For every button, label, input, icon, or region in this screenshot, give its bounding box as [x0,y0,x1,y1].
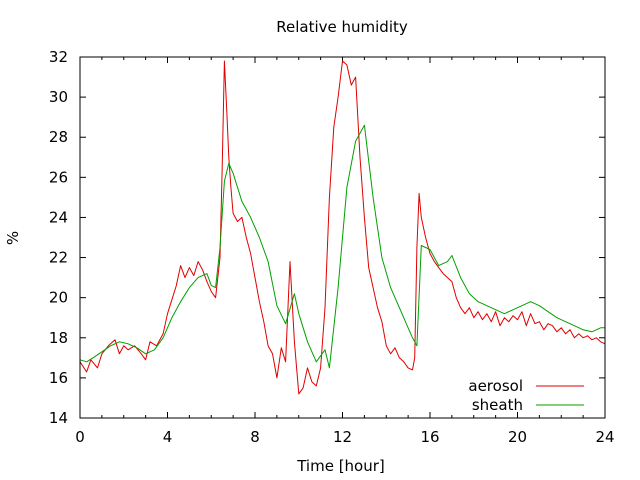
y-tick-label: 26 [49,168,68,186]
x-tick-label: 16 [420,428,439,446]
y-tick-label: 16 [49,369,68,387]
x-tick-label: 4 [163,428,173,446]
y-tick-label: 24 [49,208,68,226]
y-tick-label: 14 [49,409,68,427]
x-tick-label: 0 [75,428,85,446]
y-tick-label: 30 [49,88,68,106]
x-tick-label: 20 [508,428,527,446]
x-tick-label: 8 [250,428,260,446]
y-tick-label: 20 [49,289,68,307]
y-axis-label: % [4,231,22,245]
series-line-sheath [79,124,605,369]
y-tick-label: 18 [49,329,68,347]
series-line-aerosol [79,60,606,395]
legend-label-sheath: sheath [472,396,523,414]
legend-label-aerosol: aerosol [468,377,523,395]
series-layer [79,60,606,395]
y-tick-label: 22 [49,249,68,267]
x-tick-label: 24 [595,428,614,446]
plot-frame [79,56,606,419]
chart-title: Relative humidity [276,18,408,36]
y-tick-label: 28 [49,128,68,146]
ticks-layer: 0 4 8 12 16 20 24 14 16 18 20 22 24 26 28 30 32 [49,48,615,446]
x-tick-label: 12 [333,428,352,446]
y-tick-label: 32 [49,48,68,66]
x-axis-label: Time [hour] [296,457,385,475]
